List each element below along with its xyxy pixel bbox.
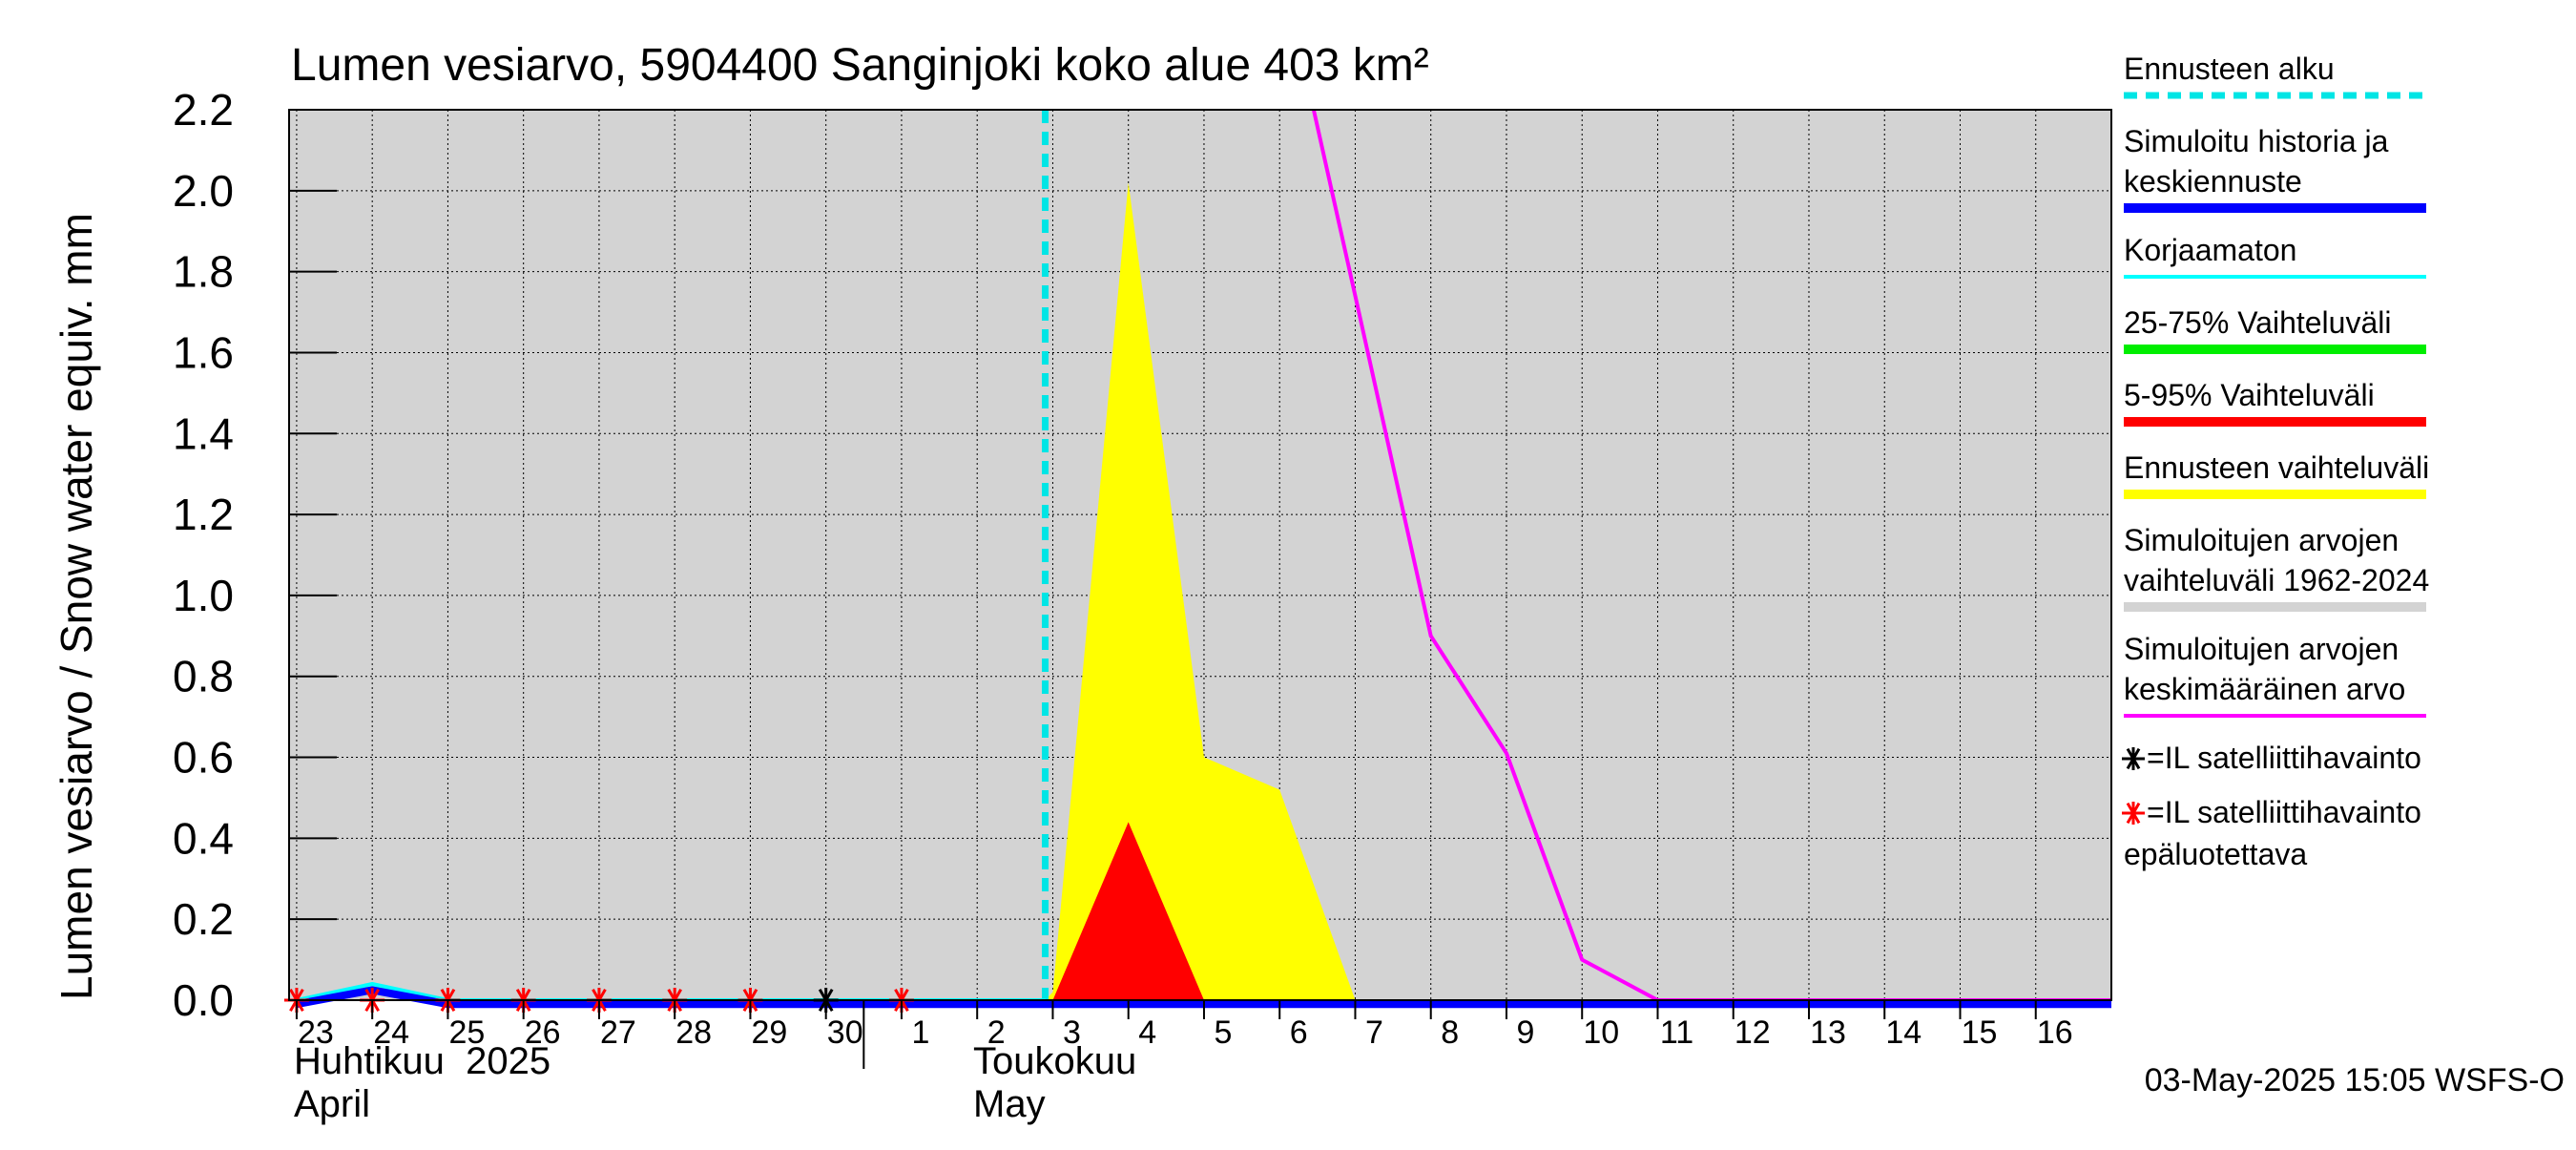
x-tick-label: 2 xyxy=(987,1014,1006,1051)
y-tick-label: 1.0 xyxy=(173,571,234,620)
x-tick-label: 26 xyxy=(525,1014,561,1051)
month-may-fi: Toukokuu xyxy=(973,1040,1136,1082)
legend-label: epäluotettava xyxy=(2124,837,2307,871)
x-tick-label: 23 xyxy=(298,1014,334,1051)
legend-marker xyxy=(2122,802,2145,825)
legend-label: Ennusteen alku xyxy=(2124,52,2335,86)
band-5-95-vaihteluv-li xyxy=(1052,822,1204,1000)
legend-label: Korjaamaton xyxy=(2124,233,2296,267)
x-tick-label: 6 xyxy=(1290,1014,1308,1051)
x-tick-label: 13 xyxy=(1810,1014,1846,1051)
legend-label: 25-75% Vaihteluväli xyxy=(2124,305,2391,340)
chart-title: Lumen vesiarvo, 5904400 Sanginjoki koko … xyxy=(291,40,1429,91)
y-tick-label: 0.4 xyxy=(173,813,234,863)
x-tick-label: 3 xyxy=(1063,1014,1081,1051)
x-tick-label: 9 xyxy=(1517,1014,1535,1051)
y-tick-label: 2.2 xyxy=(173,85,234,135)
month-april-en: April xyxy=(294,1083,370,1125)
legend-label: Simuloitujen arvojen xyxy=(2124,632,2399,666)
y-axis-label: Lumen vesiarvo / Snow water equiv. mm xyxy=(52,213,101,1000)
legend-marker xyxy=(2122,747,2145,770)
month-april-fi: Huhtikuu 2025 xyxy=(294,1040,551,1082)
y-tick-label: 0.2 xyxy=(173,894,234,944)
x-tick-label: 8 xyxy=(1441,1014,1459,1051)
legend-label: Ennusteen vaihteluväli xyxy=(2124,450,2429,485)
legend-label: =IL satelliittihavainto xyxy=(2147,795,2421,829)
month-may-en: May xyxy=(973,1083,1046,1125)
x-tick-label: 14 xyxy=(1885,1014,1922,1051)
x-axis: 23 24 25 26 27 28 29 30 1 2 3 4 5 6 7 8 9 10 11 12 13 14 15 16 xyxy=(295,1000,2073,1069)
y-tick-label: 0.8 xyxy=(173,652,234,701)
y-tick-label: 1.4 xyxy=(173,408,234,458)
x-tick-label: 16 xyxy=(2037,1014,2073,1051)
plot-frame xyxy=(288,109,2112,1001)
legend-label: Simuloitu historia ja xyxy=(2124,124,2389,158)
y-axis: 0.0 0.2 0.4 0.6 0.8 1.0 1.2 1.4 1.6 1.8 2.0 2.2 xyxy=(173,85,337,1025)
legend-label: Simuloitujen arvojen xyxy=(2124,523,2399,557)
x-tick-label: 29 xyxy=(752,1014,788,1051)
legend-label: vaihteluväli 1962-2024 xyxy=(2124,563,2429,597)
grid-lines xyxy=(289,109,2111,1001)
y-tick-label: 1.6 xyxy=(173,327,234,377)
x-tick-label: 5 xyxy=(1215,1014,1233,1051)
legend: Ennusteen alku Simuloitu historia ja keski… xyxy=(2122,52,2429,871)
legend-label: =IL satelliittihavainto xyxy=(2147,741,2421,775)
legend-label: keskiennuste xyxy=(2124,164,2302,199)
band-ennusteen-vaihteluv-li xyxy=(1045,182,1356,1001)
x-tick-label: 7 xyxy=(1365,1014,1383,1051)
x-tick-label: 28 xyxy=(675,1014,712,1051)
x-tick-label: 25 xyxy=(449,1014,486,1051)
x-tick-label: 30 xyxy=(827,1014,863,1051)
y-tick-label: 2.0 xyxy=(173,166,234,216)
x-tick-label: 12 xyxy=(1735,1014,1771,1051)
y-tick-label: 1.2 xyxy=(173,490,234,539)
legend-label: 5-95% Vaihteluväli xyxy=(2124,378,2375,412)
timestamp: 03-May-2025 15:05 WSFS-O xyxy=(2145,1062,2565,1098)
x-tick-label: 10 xyxy=(1583,1014,1619,1051)
x-tick-label: 15 xyxy=(1962,1014,1998,1051)
legend-label: keskimääräinen arvo xyxy=(2124,672,2405,706)
y-tick-label: 1.8 xyxy=(173,247,234,297)
forecast-bands xyxy=(1045,182,1356,1001)
y-tick-label: 0.6 xyxy=(173,733,234,783)
x-tick-label: 1 xyxy=(911,1014,929,1051)
x-tick-label: 24 xyxy=(373,1014,409,1051)
x-tick-label: 4 xyxy=(1138,1014,1156,1051)
y-tick-label: 0.0 xyxy=(173,975,234,1025)
x-tick-label: 11 xyxy=(1660,1014,1693,1051)
x-tick-label: 27 xyxy=(600,1014,636,1051)
